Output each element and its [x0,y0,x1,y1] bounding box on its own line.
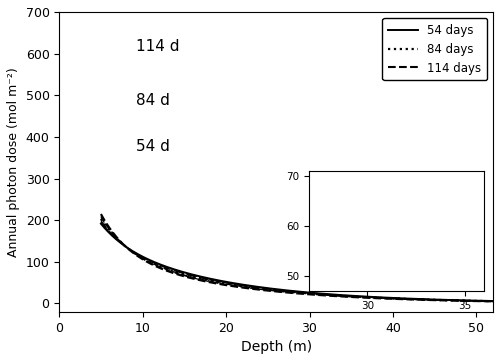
Text: 84 d: 84 d [136,93,170,108]
Text: 114 d: 114 d [136,39,180,54]
Legend: 54 days, 84 days, 114 days: 54 days, 84 days, 114 days [382,18,487,81]
X-axis label: Depth (m): Depth (m) [240,340,312,354]
Text: 54 d: 54 d [136,139,170,154]
Y-axis label: Annual photon dose (mol m⁻²): Annual photon dose (mol m⁻²) [7,67,20,257]
